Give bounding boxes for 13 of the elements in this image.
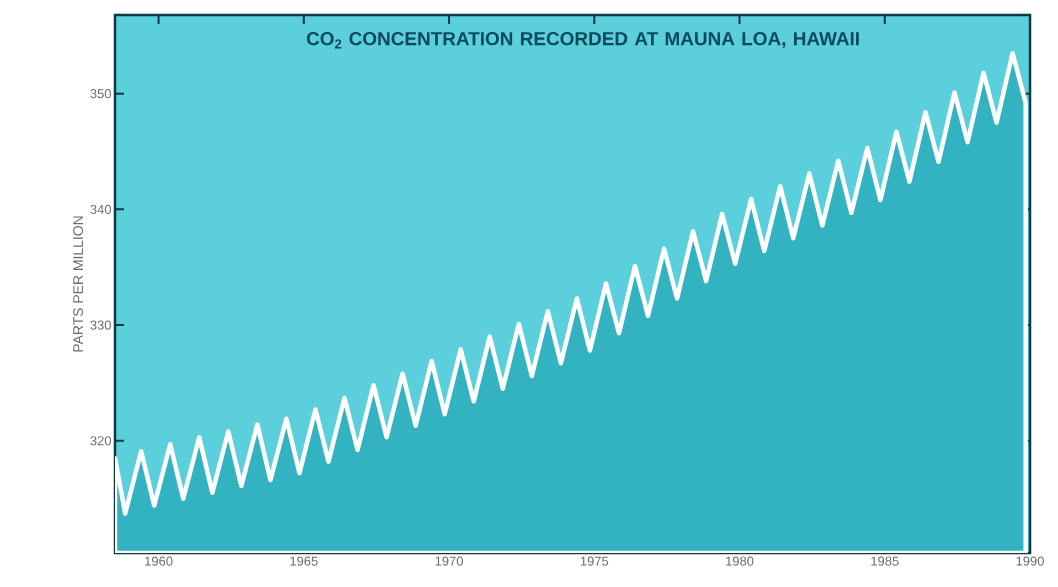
text: CO$_{2}$ CONCENTRATION RECORDED AT MAUNA LOA, HAWAII xyxy=(306,31,859,49)
x-tick-label: 1980 xyxy=(726,556,754,566)
y-tick-label: 340 xyxy=(90,204,111,214)
y-tick-label: 320 xyxy=(90,436,111,446)
y-tick-label: 350 xyxy=(90,89,111,99)
x-tick-label: 1960 xyxy=(145,556,173,566)
x-tick-label: 1990 xyxy=(1016,556,1044,566)
y-tick-label: 330 xyxy=(90,320,111,330)
x-tick-label: 1985 xyxy=(871,556,899,566)
y-axis-title: PARTS PER MILLION xyxy=(73,216,84,352)
x-tick-label: 1975 xyxy=(580,556,609,566)
x-tick-label: 1970 xyxy=(435,556,463,566)
x-tick-label: 1965 xyxy=(290,556,318,566)
